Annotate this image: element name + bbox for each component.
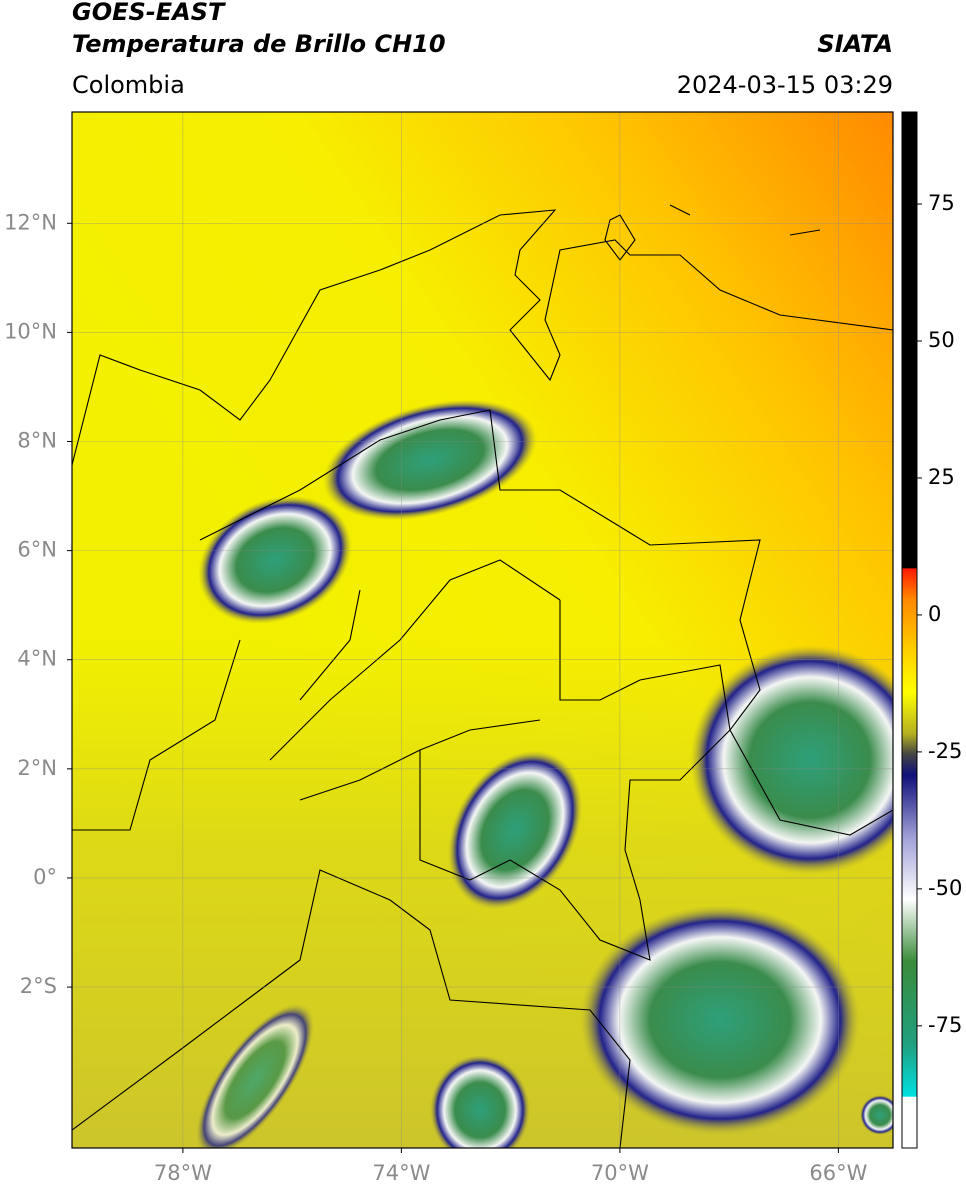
region: Colombia bbox=[72, 71, 185, 99]
lon-tick-label: 70°W bbox=[591, 1161, 649, 1185]
datetime: 2024-03-15 03:29 bbox=[677, 71, 893, 99]
colorbar-tick-label: 0 bbox=[928, 602, 941, 626]
lat-tick-label: 4°N bbox=[17, 647, 57, 671]
lat-tick-label: 8°N bbox=[17, 429, 57, 453]
colorbar-tick-label: -25 bbox=[928, 739, 962, 763]
lat-tick-label: 10°N bbox=[4, 319, 57, 343]
colorbar bbox=[901, 111, 918, 1149]
lat-tick-label: 0° bbox=[33, 865, 57, 889]
title: GOES-EAST bbox=[72, 0, 226, 26]
lon-tick-label: 74°W bbox=[372, 1161, 430, 1185]
lon-tick-label: 66°W bbox=[809, 1161, 867, 1185]
lat-tick-label: 12°N bbox=[4, 210, 57, 234]
lon-tick-label: 78°W bbox=[154, 1161, 212, 1185]
colorbar-tick-label: 25 bbox=[928, 465, 955, 489]
colorbar-tick-label: 75 bbox=[928, 191, 955, 215]
subtitle: Temperatura de Brillo CH10 bbox=[72, 30, 446, 58]
lat-tick-label: 2°N bbox=[17, 756, 57, 780]
map-frame bbox=[71, 111, 894, 1149]
lat-tick-label: 6°N bbox=[17, 538, 57, 562]
colorbar-tick-label: -75 bbox=[928, 1013, 962, 1037]
source: SIATA bbox=[817, 30, 893, 58]
colorbar-tick-label: 50 bbox=[928, 328, 955, 352]
map-image bbox=[72, 112, 893, 1148]
graticule bbox=[72, 112, 893, 1148]
colorbar-tick-label: -50 bbox=[928, 876, 962, 900]
lat-tick-label: 2°S bbox=[20, 974, 57, 998]
